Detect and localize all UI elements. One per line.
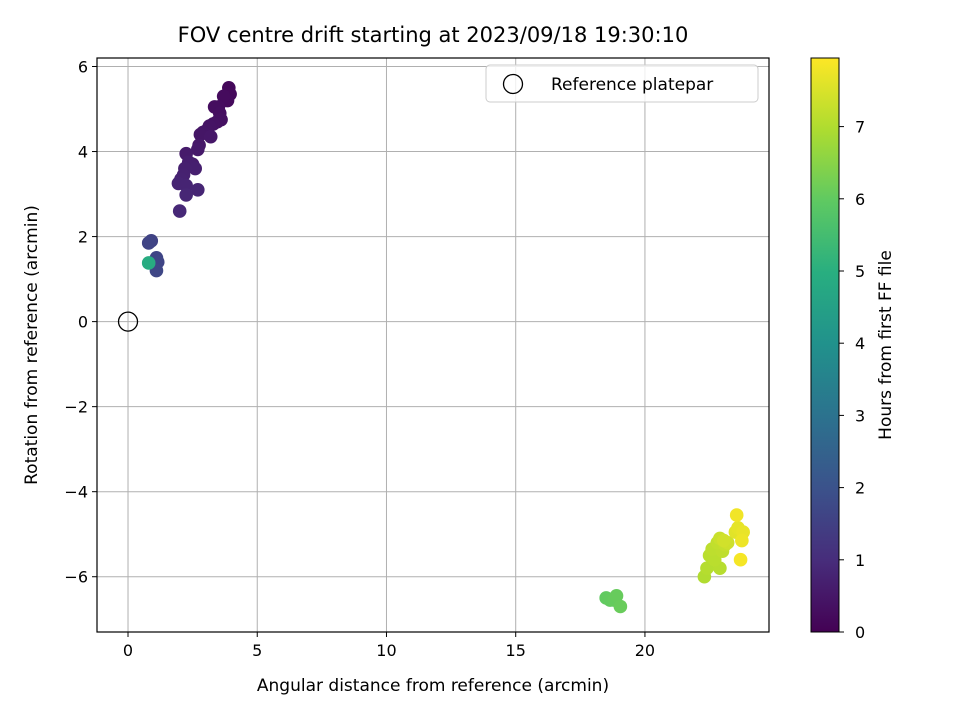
data-point [172, 204, 187, 218]
reference-marker [117, 311, 139, 332]
chart-title: FOV centre drift starting at 2023/09/18 … [178, 23, 689, 47]
x-tick-label: 5 [252, 641, 262, 660]
colorbar-tick-label: 6 [855, 190, 865, 209]
data-point [141, 236, 156, 250]
data-point [188, 161, 203, 176]
colorbar-tick-label: 2 [855, 479, 865, 498]
data-point [179, 188, 193, 202]
x-axis-ticks: 0 5 10 15 20 [123, 632, 655, 660]
colorbar-tick-label: 7 [855, 118, 865, 137]
data-point [193, 127, 208, 142]
x-tick-label: 0 [123, 641, 133, 660]
y-tick-label: 4 [78, 143, 88, 162]
reference-point [117, 311, 139, 332]
colorbar-tick-label: 4 [855, 334, 865, 353]
legend-label: Reference platepar [551, 75, 713, 95]
legend-box [485, 64, 759, 103]
colorbar-tick-label: 3 [855, 406, 865, 425]
data-point [609, 589, 624, 603]
data-point [191, 183, 205, 197]
data-point [735, 533, 749, 548]
data-point [216, 89, 231, 104]
data-point [191, 142, 205, 157]
data-point [729, 508, 744, 522]
y-tick-label: 0 [78, 313, 88, 332]
y-tick-label: 6 [78, 58, 88, 77]
colorbar [810, 57, 840, 633]
legend-marker [502, 73, 524, 95]
y-tick-label: 2 [78, 228, 88, 247]
colorbar-ticks: 0 1 2 3 4 5 6 7 [839, 118, 865, 642]
grid [97, 58, 769, 632]
y-tick-label: −4 [64, 483, 88, 502]
x-tick-label: 10 [376, 641, 396, 660]
colorbar-tick-label: 1 [855, 551, 865, 570]
colorbar-label: Hours from first FF file [876, 250, 896, 440]
data-point [179, 178, 193, 193]
x-tick-label: 15 [506, 641, 526, 660]
colorbar-tick-label: 5 [855, 262, 865, 281]
y-axis-label: Rotation from reference (arcmin) [22, 205, 42, 485]
data-point [613, 599, 628, 614]
plot-frame [96, 57, 770, 633]
data-point [203, 129, 218, 144]
data-points [141, 80, 750, 614]
y-tick-label: −2 [64, 398, 88, 417]
legend: Reference platepar [485, 64, 759, 103]
data-point [141, 256, 156, 270]
colorbar-tick-label: 0 [855, 623, 865, 642]
y-tick-label: −6 [64, 568, 88, 587]
x-tick-label: 20 [635, 641, 655, 660]
data-point [716, 533, 731, 548]
x-axis-label: Angular distance from reference (arcmin) [257, 676, 609, 696]
data-point [733, 552, 748, 567]
y-axis-ticks: −6 −4 −2 0 2 4 6 [64, 58, 97, 587]
